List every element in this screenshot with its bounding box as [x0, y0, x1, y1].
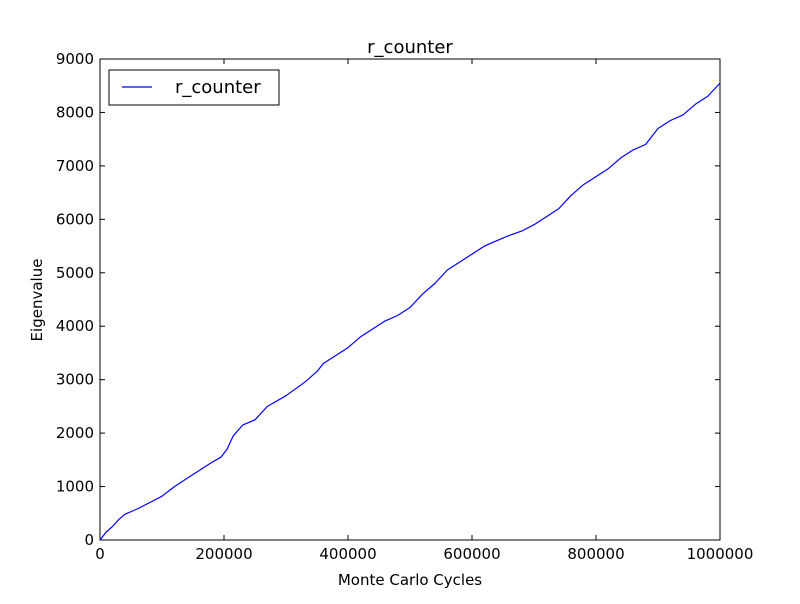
y-tick-label: 6000	[56, 210, 94, 228]
y-tick-label: 2000	[56, 424, 94, 442]
chart-title: r_counter	[367, 37, 453, 58]
legend-label-r-counter: r_counter	[175, 77, 261, 98]
x-tick-label: 400000	[319, 545, 376, 563]
x-tick-label: 200000	[195, 545, 252, 563]
plot-area-frame	[99, 58, 721, 541]
y-tick-label: 3000	[56, 371, 94, 389]
y-tick-label: 8000	[56, 103, 94, 121]
series-line-r-counter	[99, 82, 721, 541]
axis-ticks: 0 200000 400000 600000 800000 1000000 0 1000 200…	[56, 50, 754, 563]
y-tick-label: 1000	[56, 478, 94, 496]
x-tick-label: 0	[95, 545, 105, 563]
x-axis-label: Monte Carlo Cycles	[338, 571, 482, 589]
series-layer	[99, 82, 721, 541]
x-tick-label: 800000	[567, 545, 624, 563]
y-tick-label: 9000	[56, 50, 94, 68]
y-axis-label: Eigenvalue	[28, 259, 46, 342]
y-tick-label: 5000	[56, 264, 94, 282]
y-tick-label: 4000	[56, 317, 94, 335]
x-tick-label: 1000000	[687, 545, 754, 563]
y-tick-label: 7000	[56, 157, 94, 175]
x-tick-label: 600000	[443, 545, 500, 563]
legend: r_counter	[108, 69, 280, 106]
y-tick-label: 0	[84, 531, 94, 549]
